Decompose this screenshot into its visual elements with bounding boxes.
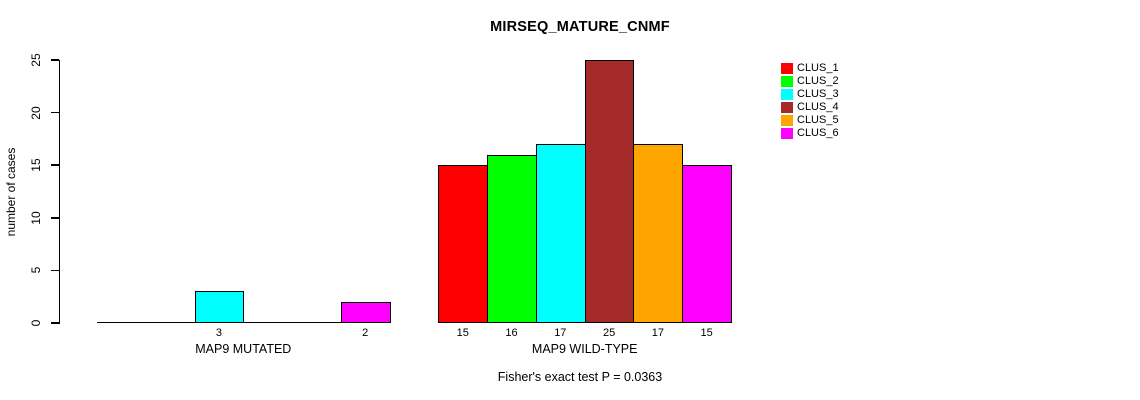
bar-clus_3-map9-mutated — [194, 291, 245, 323]
bar-clus_5-map9-mutated — [292, 322, 342, 323]
bar-clus_1-map9-wild-type — [438, 165, 489, 323]
y-axis-tick — [50, 322, 59, 324]
legend-color-swatch — [781, 89, 793, 100]
legend-item: CLUS_1 — [781, 62, 839, 75]
y-axis-tick-label: 20 — [29, 105, 43, 120]
legend-label: CLUS_4 — [797, 101, 839, 113]
bar-clus_2-map9-wild-type — [487, 154, 537, 323]
legend-color-swatch — [781, 63, 793, 74]
legend-label: CLUS_2 — [797, 75, 839, 87]
y-axis-tick-label: 5 — [29, 267, 43, 274]
bar-value-label: 15 — [456, 327, 469, 339]
bar-clus_6-map9-wild-type — [682, 165, 733, 323]
y-axis-tick — [50, 111, 59, 114]
y-axis-tick-label: 10 — [29, 211, 43, 225]
legend-item: CLUS_3 — [781, 88, 839, 101]
bar-value-label: 15 — [700, 327, 713, 339]
y-axis-tick — [50, 217, 59, 219]
y-axis-tick — [50, 269, 59, 272]
legend-item: CLUS_4 — [781, 101, 839, 114]
y-axis-label: number of cases — [4, 147, 18, 237]
y-axis-tick-label: 15 — [29, 158, 43, 172]
legend-item: CLUS_2 — [781, 75, 839, 88]
legend-item: CLUS_5 — [781, 114, 839, 127]
legend-color-swatch — [781, 102, 793, 113]
legend-color-swatch — [781, 115, 793, 126]
legend-label: CLUS_6 — [797, 127, 839, 139]
bar-clus_4-map9-mutated — [243, 322, 294, 323]
legend-label: CLUS_5 — [797, 114, 839, 126]
bar-clus_2-map9-mutated — [145, 322, 196, 323]
bar-value-label: 2 — [362, 327, 369, 339]
fisher-test-note: Fisher's exact test P = 0.0363 — [497, 370, 663, 384]
y-axis-line — [58, 60, 60, 324]
y-axis-tick-label: 25 — [29, 53, 43, 67]
bar-value-label: 25 — [602, 327, 616, 339]
y-axis-tick — [50, 59, 59, 61]
bar-clus_3-map9-wild-type — [535, 144, 586, 323]
y-axis-tick — [50, 164, 59, 166]
bar-value-label: 17 — [651, 327, 664, 339]
bar-clus_1-map9-mutated — [97, 322, 147, 323]
legend-item: CLUS_6 — [781, 127, 839, 140]
legend-color-swatch — [781, 128, 793, 139]
x-axis-group-label: MAP9 MUTATED — [195, 342, 292, 356]
bar-value-label: 16 — [505, 327, 518, 339]
bar-clus_4-map9-wild-type — [584, 60, 635, 323]
y-axis-tick-label: 0 — [29, 319, 43, 327]
legend-label: CLUS_1 — [797, 62, 839, 74]
bar-value-label: 17 — [554, 327, 567, 339]
chart-title: MIRSEQ_MATURE_CNMF — [490, 19, 670, 35]
legend-color-swatch — [781, 76, 793, 87]
x-axis-group-label: MAP9 WILD-TYPE — [531, 342, 638, 356]
legend: CLUS_1 CLUS_2 CLUS_3 CLUS_4 CLUS_5 CLUS_6 — [781, 62, 839, 140]
legend-label: CLUS_3 — [797, 88, 839, 100]
bar-clus_6-map9-mutated — [340, 301, 391, 323]
bar-value-label: 3 — [215, 327, 222, 339]
bar-clus_5-map9-wild-type — [633, 144, 684, 323]
